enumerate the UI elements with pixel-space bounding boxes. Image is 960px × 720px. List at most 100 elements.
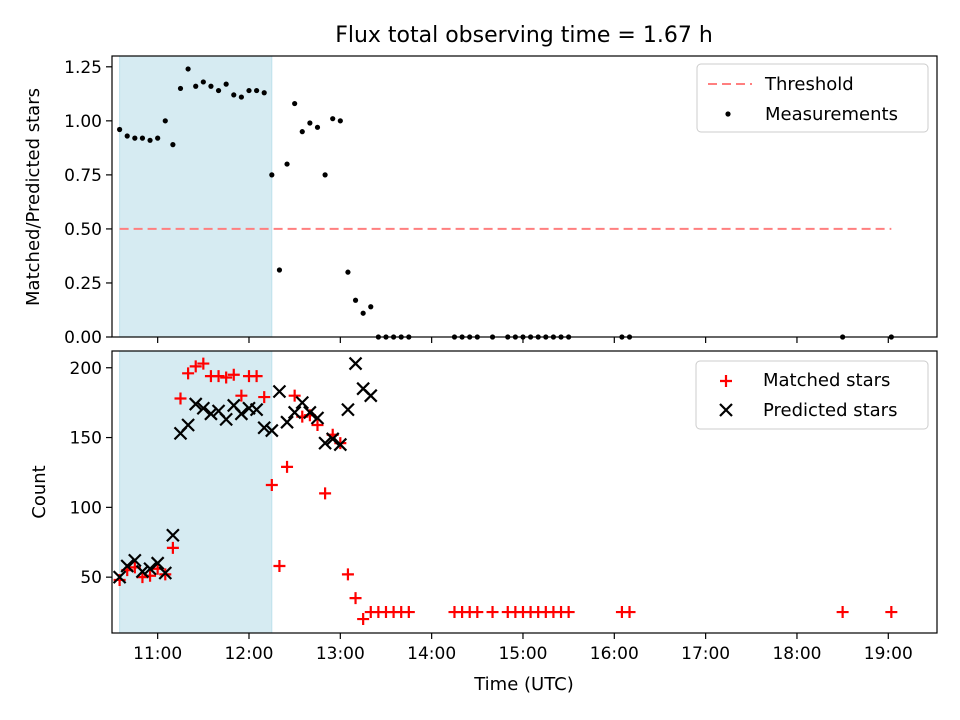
predicted-point	[287, 405, 302, 420]
matched-point	[166, 541, 179, 554]
predicted-point	[318, 436, 332, 450]
predicted-point	[257, 421, 271, 435]
predicted-point	[158, 566, 173, 580]
x-tick-label: 17:00	[681, 644, 730, 664]
measurement-point	[200, 79, 206, 85]
predicted-point	[265, 423, 279, 438]
matched-point	[220, 371, 233, 384]
measurement-point	[314, 124, 321, 130]
matched-point	[402, 606, 415, 619]
matched-point	[235, 389, 248, 402]
matched-point	[623, 606, 636, 619]
matched-point	[174, 392, 187, 405]
measurement-point	[322, 172, 328, 178]
bottom-legend: Matched stars Predicted stars	[695, 360, 929, 430]
predicted-point	[143, 562, 157, 576]
matched-legend-marker	[720, 375, 732, 387]
matched-point	[357, 613, 370, 626]
measurement-point	[117, 126, 123, 133]
bottom-span	[119, 350, 273, 634]
threshold-legend-label: Threshold	[764, 74, 854, 95]
top-y-tick-label: 0.75	[64, 166, 102, 186]
top-panel: 0.00 0.25 0.50 0.75 1.00 1.25 Matched/Predict…	[23, 55, 938, 348]
bottom-axes-frame	[111, 350, 938, 634]
measurement-point	[307, 120, 313, 126]
measurement-point	[345, 269, 351, 275]
predicted-point	[234, 407, 249, 421]
predicted-point	[135, 564, 150, 579]
predicted-legend-marker	[719, 403, 733, 417]
top-y-tick-label: 0.25	[64, 274, 102, 294]
predicted-point	[280, 415, 294, 429]
matched-point	[288, 389, 301, 402]
chart-title: Flux total observing time = 1.67 h	[335, 23, 713, 48]
predicted-point	[341, 402, 355, 417]
predicted-point	[128, 553, 142, 568]
measurement-point	[360, 310, 366, 316]
matched-point	[197, 357, 210, 370]
predicted-point	[295, 395, 310, 410]
top-span	[119, 55, 273, 338]
bottom-x-ticks: 11:00 12:00 13:00 14:00 15:00 16:00 17:00 18:00…	[133, 633, 913, 664]
measurement-point	[124, 133, 130, 139]
top-y-tick-label: 1.25	[64, 58, 102, 78]
matched-point	[227, 368, 240, 381]
measurement-point	[292, 100, 298, 107]
measurement-point	[284, 161, 290, 167]
matched-point	[319, 487, 332, 500]
bottom-y-ticks: 50 100 150 200	[70, 359, 112, 588]
predicted-legend-label: Predicted stars	[763, 400, 897, 421]
measurement-point	[299, 129, 305, 135]
measurement-point	[276, 267, 283, 273]
measurement-point	[368, 304, 374, 310]
matched-point	[258, 391, 271, 404]
predicted-point	[363, 388, 378, 403]
measurement-point	[162, 118, 168, 124]
measurement-point	[231, 92, 237, 98]
predicted-point	[325, 432, 340, 446]
x-tick-label: 18:00	[772, 644, 821, 664]
measurement-point	[193, 83, 199, 89]
predicted-point	[333, 437, 348, 452]
bottom-panel: 50 100 150 200 11:00 12:00 13:00 14:00 15:00 16:…	[29, 350, 938, 695]
matched-point	[273, 559, 286, 572]
matched-point	[885, 606, 898, 619]
measurement-point	[155, 135, 161, 141]
predicted-point	[272, 384, 287, 399]
matched-legend-label: Matched stars	[763, 370, 890, 391]
predicted-point	[150, 556, 165, 570]
matched-point	[486, 606, 499, 619]
matched-point	[281, 460, 294, 473]
x-tick-label: 15:00	[498, 644, 547, 664]
matched-point	[341, 568, 354, 581]
measurement-point	[337, 118, 343, 124]
x-tick-label: 16:00	[590, 644, 639, 664]
predicted-point	[249, 402, 264, 417]
top-y-tick-label: 0.00	[64, 328, 102, 348]
bottom-y-axis-label: Count	[29, 465, 50, 518]
top-legend: Threshold Measurements	[696, 63, 929, 133]
top-legend-box	[696, 63, 929, 133]
bottom-legend-box	[695, 360, 929, 430]
predicted-series	[112, 356, 378, 584]
measurement-point	[170, 142, 176, 148]
measurement-point	[330, 116, 336, 122]
matched-point	[471, 606, 484, 619]
matched-point	[136, 571, 149, 584]
measurements-series	[117, 66, 894, 340]
top-y-tick-label: 0.50	[64, 220, 102, 240]
measurement-point	[254, 87, 260, 94]
bottom-y-tick-label: 100	[70, 498, 102, 518]
top-y-ticks: 0.00 0.25 0.50 0.75 1.00 1.25	[64, 58, 112, 348]
predicted-point	[204, 407, 218, 421]
matched-point	[836, 606, 849, 619]
x-tick-label: 14:00	[407, 644, 456, 664]
predicted-point	[348, 356, 363, 371]
matched-point	[311, 418, 324, 431]
top-y-tick-label: 1.00	[64, 112, 102, 132]
x-tick-label: 11:00	[133, 644, 182, 664]
predicted-point	[181, 418, 195, 432]
measurements-legend-label: Measurements	[765, 104, 898, 125]
measurement-point	[139, 135, 146, 141]
